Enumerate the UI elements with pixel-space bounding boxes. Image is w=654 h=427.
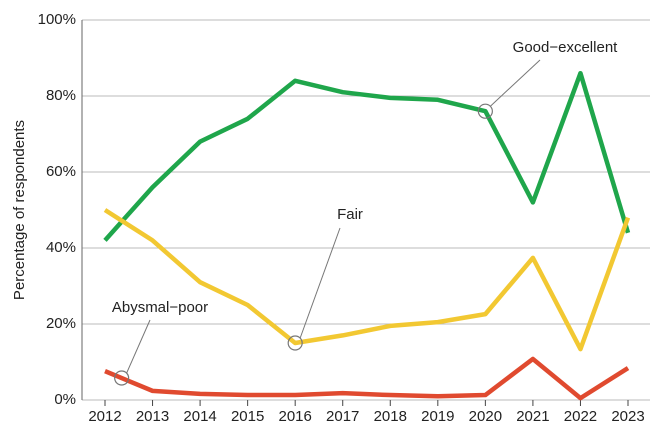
series-label: Fair: [337, 206, 363, 223]
x-tick-label: 2020: [469, 408, 502, 425]
x-tick-label: 2021: [516, 408, 549, 425]
x-tick-label: 2014: [183, 408, 216, 425]
x-tick-label: 2023: [611, 408, 644, 425]
series-label: Good−excellent: [513, 39, 618, 56]
series-line: [103, 208, 631, 352]
y-tick-label: 20%: [46, 315, 76, 332]
callout-circle: [287, 335, 303, 351]
series-line: [104, 356, 630, 401]
series-label: Abysmal−poor: [112, 299, 208, 316]
x-tick-label: 2019: [421, 408, 454, 425]
x-tick-label: 2018: [374, 408, 407, 425]
x-tick-label: 2012: [88, 408, 121, 425]
leader-line: [490, 59, 541, 107]
x-tick-label: 2022: [564, 408, 597, 425]
y-tick-label: 100%: [38, 11, 76, 28]
x-tick-label: 2017: [326, 408, 359, 425]
callout-circle: [114, 370, 130, 386]
y-tick-label: 0%: [54, 391, 76, 408]
series-line: [103, 70, 631, 242]
leader-line: [299, 227, 341, 339]
x-tick-label: 2016: [278, 408, 311, 425]
y-tick-label: 40%: [46, 239, 76, 256]
y-tick-label: 80%: [46, 87, 76, 104]
x-tick-label: 2013: [136, 408, 169, 425]
x-tick-label: 2015: [231, 408, 264, 425]
callout-circle: [477, 103, 493, 119]
y-axis-label: Percentage of respondents: [11, 120, 28, 300]
leader-line: [126, 319, 151, 374]
y-tick-label: 60%: [46, 163, 76, 180]
